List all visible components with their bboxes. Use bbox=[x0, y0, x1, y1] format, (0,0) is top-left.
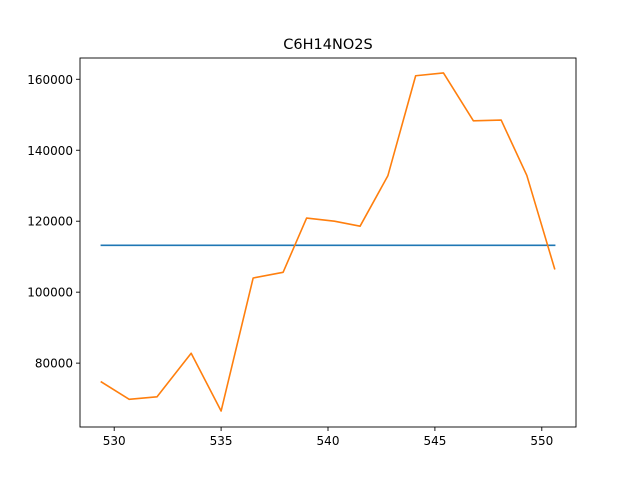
plot-area bbox=[100, 72, 556, 412]
x-tick-label: 545 bbox=[423, 434, 446, 448]
y-tick-label: 120000 bbox=[27, 215, 73, 229]
x-tick-label: 530 bbox=[103, 434, 126, 448]
axes: 530 535 540 545 550 80000 100000 120000 140000 16… bbox=[27, 57, 577, 448]
y-tick-label: 100000 bbox=[27, 286, 73, 300]
series-line-1 bbox=[100, 72, 556, 412]
x-tick-label: 540 bbox=[317, 434, 340, 448]
y-tick-label: 160000 bbox=[27, 73, 73, 87]
x-tick-label: 550 bbox=[530, 434, 553, 448]
chart-title: C6H14NO2S bbox=[283, 37, 372, 53]
y-tick-label: 80000 bbox=[35, 357, 73, 371]
y-tick-label: 140000 bbox=[27, 144, 73, 158]
x-tick-label: 535 bbox=[210, 434, 233, 448]
